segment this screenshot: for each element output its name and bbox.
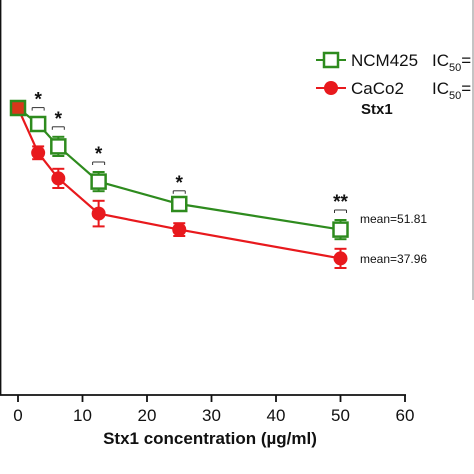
x-tick-label: 60 bbox=[396, 406, 415, 425]
data-point-caco2 bbox=[51, 171, 66, 186]
legend-label-ncm425: NCM425 bbox=[351, 51, 418, 70]
data-point-caco2 bbox=[172, 222, 187, 237]
significance-label: * bbox=[176, 173, 184, 194]
x-axis-label: Stx1 concentration (µg/ml) bbox=[103, 429, 317, 448]
legend-title: Stx1 bbox=[361, 101, 393, 118]
mean-annotation-ncm425: mean=51.81 bbox=[360, 212, 427, 226]
significance-label: * bbox=[34, 90, 42, 111]
data-point-ncm425 bbox=[9, 99, 27, 117]
data-point-caco2 bbox=[91, 206, 106, 221]
ic50-label-ncm425: IC50= bbox=[432, 51, 471, 74]
data-point-ncm425 bbox=[332, 221, 349, 238]
data-markers bbox=[9, 99, 349, 266]
ic50-label-caco2: IC50= bbox=[432, 79, 471, 102]
x-tick-label: 40 bbox=[267, 406, 286, 425]
x-axis-ticks: 0 10 20 30 40 50 60 bbox=[13, 395, 414, 425]
x-tick-label: 50 bbox=[331, 406, 350, 425]
significance-markers: ****** bbox=[31, 90, 348, 213]
significance-label: * bbox=[55, 109, 63, 130]
x-tick-label: 30 bbox=[202, 406, 221, 425]
data-point-ncm425 bbox=[171, 195, 188, 213]
data-point-ncm425 bbox=[50, 138, 67, 155]
legend-marker-ncm425 bbox=[322, 51, 340, 69]
mean-annotation-caco2: mean=37.96 bbox=[360, 252, 427, 266]
data-point-caco2 bbox=[31, 145, 46, 160]
x-tick-label: 10 bbox=[73, 406, 92, 425]
x-tick-label: 0 bbox=[13, 406, 22, 425]
data-point-caco2 bbox=[333, 251, 348, 266]
legend-marker-caco2 bbox=[324, 81, 338, 95]
legend-label-caco2: CaCo2 bbox=[351, 79, 404, 98]
significance-label: * bbox=[95, 144, 103, 165]
x-tick-label: 20 bbox=[138, 406, 157, 425]
significance-label: ** bbox=[333, 192, 348, 213]
data-point-ncm425 bbox=[90, 173, 107, 190]
data-point-ncm425 bbox=[29, 115, 47, 133]
legend: NCM425 CaCo2 Stx1 IC50= IC50= bbox=[316, 51, 471, 118]
series-line-caco2 bbox=[16, 107, 341, 260]
